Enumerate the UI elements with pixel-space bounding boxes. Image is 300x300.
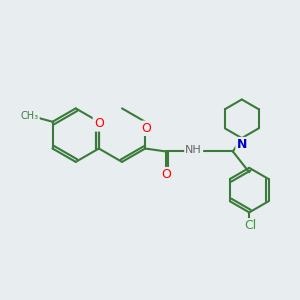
- Text: O: O: [94, 117, 104, 130]
- Text: N: N: [237, 138, 247, 151]
- Text: CH₃: CH₃: [21, 111, 39, 121]
- Text: Cl: Cl: [244, 219, 257, 232]
- Text: O: O: [161, 168, 171, 181]
- Text: NH: NH: [185, 145, 202, 155]
- Text: O: O: [142, 122, 152, 135]
